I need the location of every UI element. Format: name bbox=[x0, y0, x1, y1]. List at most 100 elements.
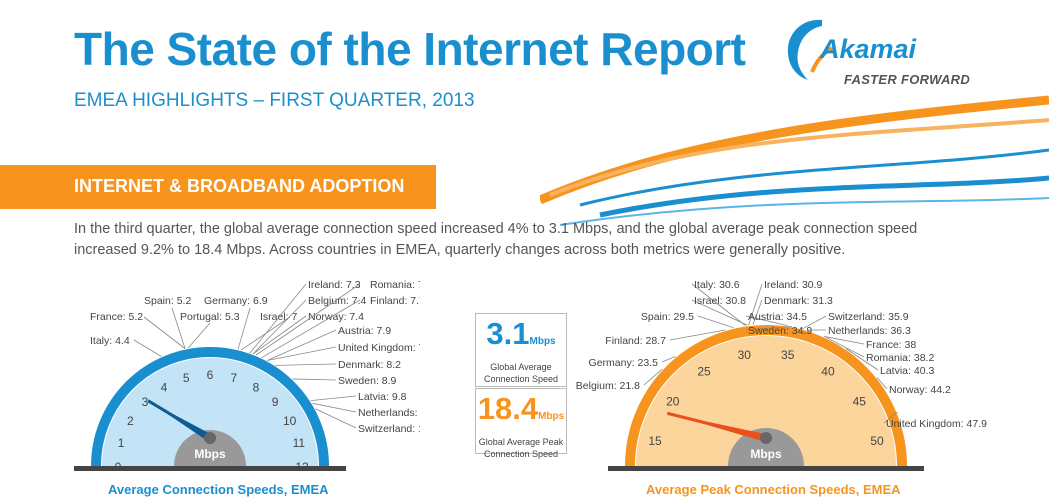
gauge-hub bbox=[728, 428, 804, 466]
country-leader bbox=[267, 346, 337, 361]
country-leader bbox=[310, 395, 357, 402]
gauge-needle-pivot bbox=[760, 432, 772, 444]
tick-label: 0 bbox=[115, 460, 122, 474]
gauge-face bbox=[636, 336, 896, 466]
gauge-base bbox=[608, 466, 924, 471]
country-label: Norway: 44.2 bbox=[889, 384, 951, 396]
country-label: Romania: 7.5 bbox=[370, 279, 420, 291]
tick-label: 11 bbox=[293, 436, 306, 450]
country-label: Belgium: 21.8 bbox=[576, 380, 640, 392]
country-leader bbox=[876, 377, 888, 390]
tick-label: 6 bbox=[207, 368, 214, 382]
gauge-right-title: Average Peak Connection Speeds, EMEA bbox=[646, 482, 901, 497]
country-label: Portugal: 5.3 bbox=[180, 311, 240, 323]
country-label: Spain: 5.2 bbox=[144, 295, 191, 307]
gauge-base bbox=[74, 466, 346, 471]
page-subtitle: EMEA HIGHLIGHTS – FIRST QUARTER, 2013 bbox=[74, 90, 475, 111]
tick-label: 12 bbox=[295, 460, 309, 474]
country-label: Ireland: 30.9 bbox=[764, 279, 823, 291]
global-average-unit: Mbps bbox=[529, 336, 556, 347]
country-label: Latvia: 9.8 bbox=[358, 391, 407, 403]
global-average-label-line1: Global Average bbox=[490, 362, 552, 372]
tick-label: 30 bbox=[738, 348, 752, 362]
section-bar bbox=[0, 165, 436, 209]
country-leader bbox=[255, 283, 361, 356]
country-label: Sweden: 8.9 bbox=[338, 375, 397, 387]
country-leader bbox=[275, 363, 337, 366]
country-label: Italy: 30.6 bbox=[694, 279, 740, 291]
country-leader bbox=[252, 299, 307, 355]
global-average-value: 3.1 bbox=[486, 316, 530, 351]
global-average-label-line2: Connection Speed bbox=[483, 374, 559, 384]
country-leader bbox=[312, 402, 357, 413]
country-label: Denmark: 8.2 bbox=[338, 359, 401, 371]
country-label: Finland: 7.7 bbox=[370, 295, 420, 307]
logo-name: Akamai bbox=[820, 34, 917, 64]
country-label: Netherlands: 36.3 bbox=[828, 325, 911, 337]
country-leader bbox=[669, 329, 726, 341]
country-leader bbox=[752, 299, 763, 325]
intro-paragraph: In the third quarter, the global average… bbox=[74, 221, 918, 258]
gauge-unit-label: Mbps bbox=[194, 447, 226, 461]
gauge-band-ticks bbox=[89, 345, 331, 467]
section-label: INTERNET & BROADBAND ADOPTION bbox=[74, 176, 405, 196]
gauge-needle-pivot bbox=[204, 432, 216, 444]
tick-label: 10 bbox=[283, 414, 297, 428]
country-label: Ireland: 7.3 bbox=[308, 279, 361, 291]
gauge-band bbox=[91, 347, 329, 467]
tick-label: 1 bbox=[118, 436, 125, 450]
tick-label: 15 bbox=[648, 434, 662, 448]
country-label: Denmark: 31.3 bbox=[764, 295, 833, 307]
tick-label: 7 bbox=[230, 371, 237, 385]
country-leader bbox=[745, 315, 788, 327]
country-leader bbox=[691, 283, 746, 326]
gauge-unit-label: Mbps bbox=[750, 447, 782, 461]
gauge-needle-line bbox=[666, 411, 767, 440]
global-peak-label-line2: Connection Speed bbox=[483, 449, 559, 459]
country-label: Romania: 38.2 bbox=[866, 352, 934, 364]
global-peak-value: 18.4 bbox=[477, 391, 539, 426]
gauge-face bbox=[102, 358, 318, 466]
tick-label: 40 bbox=[821, 364, 835, 378]
country-leader bbox=[171, 307, 186, 349]
tick-label: 2 bbox=[127, 414, 134, 428]
country-leader bbox=[691, 299, 748, 326]
country-leader bbox=[237, 307, 251, 350]
logo-swoosh-icon bbox=[787, 19, 834, 80]
country-leader bbox=[883, 411, 898, 424]
country-label: France: 5.2 bbox=[90, 311, 143, 323]
country-label: Latvia: 40.3 bbox=[880, 365, 934, 377]
tick-label: 20 bbox=[666, 394, 680, 408]
global-peak-box: 18.4Mbps Global Average Peak Connection … bbox=[475, 388, 567, 459]
country-leader bbox=[133, 339, 162, 357]
country-label: Switzerland: 10.1 bbox=[358, 423, 420, 435]
country-leader bbox=[845, 348, 879, 371]
country-leader bbox=[267, 329, 337, 361]
tick-label: 50 bbox=[870, 434, 884, 448]
gauge-hub bbox=[174, 430, 246, 466]
country-leader bbox=[261, 299, 361, 359]
country-leader bbox=[292, 378, 337, 381]
country-label: United Kingdom: 47.9 bbox=[886, 418, 987, 430]
country-label: France: 38 bbox=[866, 339, 916, 351]
tick-label: 8 bbox=[253, 380, 260, 394]
country-label: Netherlands: 9.9 bbox=[358, 407, 420, 419]
country-leader bbox=[802, 315, 827, 330]
global-peak-unit: Mbps bbox=[538, 411, 565, 422]
tick-label: 35 bbox=[781, 348, 795, 362]
country-leader bbox=[824, 336, 865, 345]
country-leader bbox=[143, 316, 186, 349]
country-label: Norway: 7.4 bbox=[308, 311, 364, 323]
tick-label: 25 bbox=[697, 364, 711, 378]
tick-label: 4 bbox=[161, 380, 168, 394]
country-leader bbox=[748, 283, 763, 326]
gauge-left-title: Average Connection Speeds, EMEA bbox=[108, 482, 329, 497]
akamai-logo: Akamai FASTER FORWARD bbox=[780, 14, 980, 94]
country-leader bbox=[825, 336, 865, 358]
country-label: Belgium: 7.4 bbox=[308, 295, 367, 307]
country-label: Austria: 7.9 bbox=[338, 325, 391, 337]
country-leader bbox=[252, 315, 307, 355]
country-leader bbox=[661, 356, 676, 363]
tick-label: 9 bbox=[272, 395, 279, 409]
